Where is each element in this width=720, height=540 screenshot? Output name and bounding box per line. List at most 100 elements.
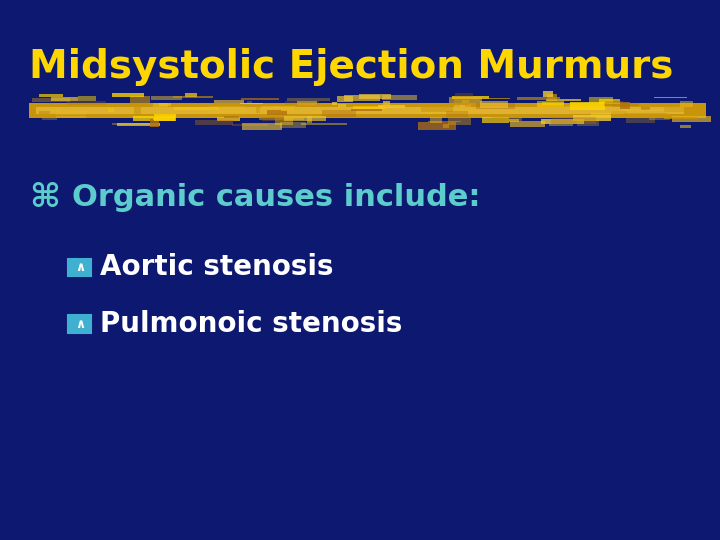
Bar (256, 107, 261, 113)
Bar (665, 117, 698, 119)
Bar (284, 116, 326, 120)
Bar (461, 103, 471, 107)
Bar (56, 116, 86, 118)
Bar (589, 97, 613, 103)
Bar (153, 116, 169, 119)
Bar (449, 118, 471, 125)
Bar (159, 103, 171, 106)
Bar (130, 97, 150, 104)
Bar (301, 123, 346, 125)
Bar (353, 106, 385, 109)
Bar (40, 93, 63, 97)
Bar (536, 100, 564, 107)
Bar (351, 109, 382, 111)
Bar (134, 106, 141, 114)
Bar (336, 96, 353, 102)
Bar (383, 100, 390, 105)
Bar (462, 100, 469, 105)
Bar (240, 103, 264, 104)
Bar (285, 102, 318, 105)
Bar (279, 122, 306, 128)
Bar (153, 114, 176, 121)
Bar (641, 107, 650, 110)
Bar (428, 121, 462, 123)
FancyBboxPatch shape (68, 315, 91, 333)
Bar (297, 100, 317, 105)
Text: ⌘: ⌘ (29, 180, 60, 214)
Bar (150, 119, 158, 126)
Bar (51, 97, 78, 101)
Bar (477, 103, 516, 110)
Bar (455, 93, 473, 97)
Bar (32, 98, 71, 102)
Bar (565, 105, 611, 108)
Bar (173, 96, 213, 98)
Bar (153, 103, 168, 107)
Bar (552, 117, 596, 124)
Bar (418, 111, 454, 113)
Bar (672, 116, 711, 122)
Bar (510, 121, 545, 127)
Bar (112, 123, 158, 125)
Text: ∧: ∧ (75, 318, 85, 330)
Bar (287, 98, 330, 102)
Bar (262, 106, 295, 110)
Bar (444, 124, 449, 128)
Bar (369, 114, 409, 118)
Bar (274, 118, 293, 125)
Bar (359, 94, 391, 99)
Bar (452, 96, 489, 99)
Bar (621, 102, 630, 109)
Text: Pulmonoic stenosis: Pulmonoic stenosis (100, 310, 402, 338)
Bar (261, 117, 284, 121)
Bar (649, 118, 670, 120)
Bar (247, 100, 251, 104)
Bar (322, 110, 356, 117)
Bar (259, 116, 304, 120)
Bar (51, 110, 60, 112)
Bar (195, 120, 233, 125)
Bar (544, 91, 554, 97)
FancyBboxPatch shape (68, 259, 91, 276)
Bar (63, 115, 81, 117)
Bar (36, 107, 684, 114)
Bar (225, 117, 239, 118)
Bar (133, 116, 175, 120)
Bar (546, 93, 557, 100)
Bar (328, 105, 337, 107)
Text: Midsystolic Ejection Murmurs: Midsystolic Ejection Murmurs (29, 49, 673, 86)
Bar (490, 98, 510, 99)
Bar (418, 123, 456, 130)
Bar (541, 102, 564, 105)
Bar (112, 93, 144, 97)
Bar (67, 101, 106, 105)
Bar (570, 102, 605, 110)
Bar (343, 95, 380, 102)
Bar (109, 108, 114, 112)
Bar (680, 100, 693, 106)
Bar (482, 117, 510, 124)
Bar (572, 115, 611, 121)
Bar (307, 116, 312, 123)
Bar (623, 109, 666, 111)
Bar (431, 117, 442, 123)
Bar (654, 97, 686, 98)
Bar (39, 111, 50, 113)
Bar (509, 119, 518, 123)
Bar (577, 119, 599, 126)
Bar (421, 106, 454, 112)
Bar (378, 105, 405, 108)
Bar (151, 96, 182, 100)
Bar (454, 105, 465, 107)
Bar (241, 98, 279, 99)
Bar (274, 106, 279, 109)
Bar (331, 102, 337, 105)
Bar (215, 100, 244, 104)
Bar (480, 101, 508, 109)
Bar (599, 99, 620, 104)
Bar (449, 98, 482, 103)
Bar (546, 99, 581, 101)
Bar (591, 112, 611, 117)
Bar (623, 113, 667, 114)
Bar (611, 111, 627, 114)
